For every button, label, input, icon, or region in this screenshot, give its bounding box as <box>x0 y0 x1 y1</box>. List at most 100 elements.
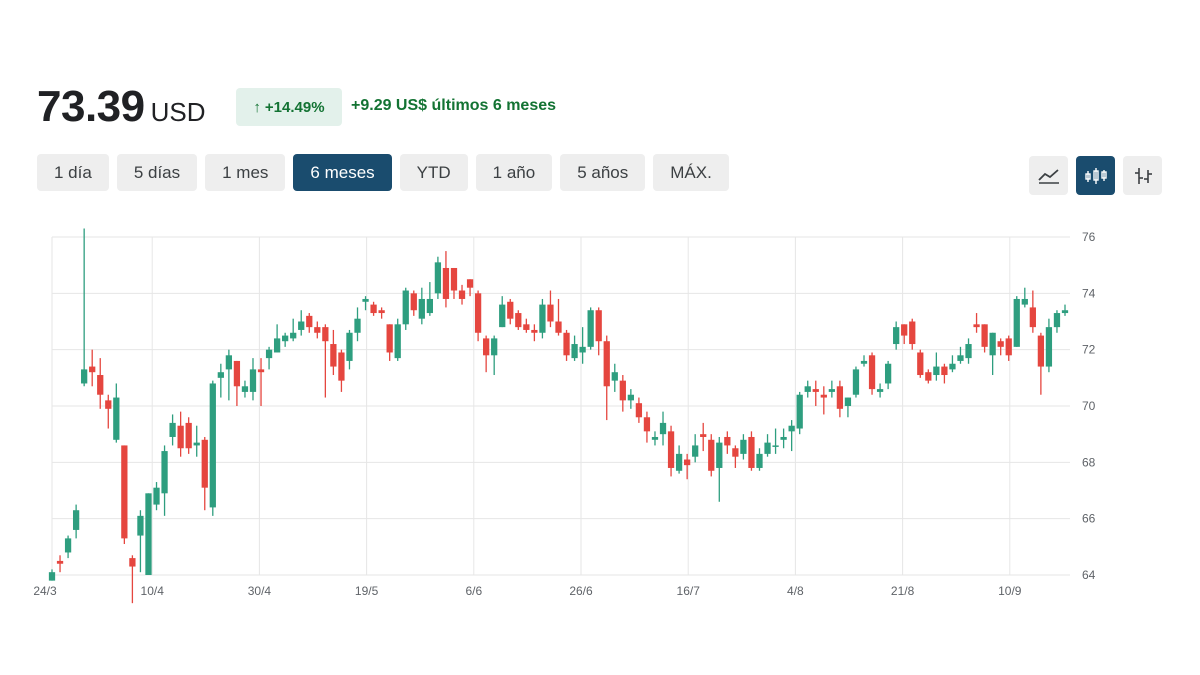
candle-down[interactable] <box>555 298 562 336</box>
candle-down[interactable] <box>901 324 908 345</box>
candle-up[interactable] <box>675 445 683 474</box>
candle-up[interactable] <box>1053 310 1061 333</box>
candle-down[interactable] <box>474 290 482 342</box>
candle-down[interactable] <box>410 290 417 316</box>
candle-up[interactable] <box>402 287 409 330</box>
candle-up[interactable] <box>72 504 80 539</box>
candle-up[interactable] <box>539 298 546 339</box>
candle-down[interactable] <box>314 321 321 339</box>
candle-up[interactable] <box>965 338 972 364</box>
candle-up[interactable] <box>893 321 900 350</box>
candle-up[interactable] <box>756 448 763 471</box>
candle-up[interactable] <box>249 358 257 401</box>
candle-up[interactable] <box>933 352 940 381</box>
candle-up[interactable] <box>418 287 425 325</box>
candle-down[interactable] <box>458 284 466 305</box>
ohlc-bar-chart-button[interactable] <box>1123 156 1162 195</box>
candle-up[interactable] <box>788 420 795 452</box>
candle-up[interactable] <box>282 332 289 347</box>
candle-down[interactable] <box>868 352 876 395</box>
range-6-months-button[interactable]: 6 meses <box>293 154 392 191</box>
candle-down[interactable] <box>997 338 1004 356</box>
candle-down[interactable] <box>121 445 128 545</box>
candlestick-chart[interactable]: 64 66 68 70 72 74 76 24/3 10/4 30/4 19/5 6/6 26/6 16/… <box>0 220 1200 620</box>
candle-down[interactable] <box>97 358 104 409</box>
candle-down[interactable] <box>700 422 707 452</box>
candle-down[interactable] <box>370 301 377 316</box>
candle-down[interactable] <box>1029 290 1036 333</box>
range-ytd-button[interactable]: YTD <box>399 154 468 191</box>
candle-up[interactable] <box>860 355 868 367</box>
candle-down[interactable] <box>338 349 345 392</box>
candle-up[interactable] <box>1061 304 1069 316</box>
candle-up[interactable] <box>716 436 723 502</box>
candle-up[interactable] <box>434 256 442 299</box>
candle-down[interactable] <box>185 417 192 454</box>
candle-up[interactable] <box>587 307 594 350</box>
candle-down[interactable] <box>820 386 827 415</box>
candle-down[interactable] <box>981 324 988 353</box>
candle-up[interactable] <box>137 510 144 573</box>
candle-down[interactable] <box>683 453 691 480</box>
candle-up[interactable] <box>884 360 892 390</box>
candle-up[interactable] <box>426 282 434 316</box>
candle-down[interactable] <box>105 394 112 429</box>
range-5-days-button[interactable]: 5 días <box>116 154 198 191</box>
candle-down[interactable] <box>748 431 755 471</box>
candle-down[interactable] <box>330 329 337 376</box>
candle-up[interactable] <box>796 391 803 435</box>
candle-down[interactable] <box>386 324 393 361</box>
candle-down[interactable] <box>531 324 538 342</box>
candle-up[interactable] <box>764 434 771 457</box>
candle-up[interactable] <box>804 380 811 398</box>
candle-up[interactable] <box>169 414 176 446</box>
line-chart-button[interactable] <box>1029 156 1068 195</box>
candle-down[interactable] <box>201 436 208 511</box>
candle-up[interactable] <box>651 431 659 446</box>
range-5-years-button[interactable]: 5 años <box>560 154 646 191</box>
candle-down[interactable] <box>547 290 554 328</box>
candle-up[interactable] <box>499 296 506 328</box>
candle-down[interactable] <box>233 360 241 406</box>
candle-up[interactable] <box>692 434 699 463</box>
range-1-year-button[interactable]: 1 año <box>475 154 553 191</box>
candle-up[interactable] <box>957 346 964 364</box>
range-max-button[interactable]: MÁX. <box>653 154 729 191</box>
candle-down[interactable] <box>619 375 626 412</box>
candle-down[interactable] <box>89 349 96 387</box>
candle-up[interactable] <box>828 380 835 398</box>
candle-down[interactable] <box>1005 335 1012 361</box>
candle-down[interactable] <box>523 318 530 333</box>
candle-up[interactable] <box>949 355 956 373</box>
candle-up[interactable] <box>354 307 361 342</box>
candle-up[interactable] <box>265 346 273 370</box>
candle-down[interactable] <box>909 318 916 350</box>
range-1-month-button[interactable]: 1 mes <box>205 154 286 191</box>
candle-up[interactable] <box>298 310 305 336</box>
candle-up[interactable] <box>659 411 667 446</box>
candle-up[interactable] <box>193 425 200 457</box>
candle-down[interactable] <box>257 358 265 406</box>
candle-down[interactable] <box>941 363 948 384</box>
candle-down[interactable] <box>129 555 136 604</box>
candle-up[interactable] <box>362 296 369 311</box>
candle-up[interactable] <box>627 389 634 409</box>
candle-up[interactable] <box>571 335 578 361</box>
candle-down[interactable] <box>515 310 522 330</box>
candle-up[interactable] <box>113 383 120 443</box>
candle-up[interactable] <box>48 569 56 581</box>
candle-up[interactable] <box>290 318 297 342</box>
candle-down[interactable] <box>450 267 458 299</box>
candle-down[interactable] <box>466 279 474 297</box>
candle-down[interactable] <box>708 434 715 477</box>
candle-up[interactable] <box>241 380 249 398</box>
candle-up[interactable] <box>876 383 884 398</box>
candle-up[interactable] <box>772 428 779 454</box>
candlestick-chart-button[interactable] <box>1076 156 1115 195</box>
candle-up[interactable] <box>611 363 618 392</box>
candle-up[interactable] <box>225 349 233 401</box>
candle-down[interactable] <box>306 313 313 333</box>
candle-up[interactable] <box>1013 296 1020 347</box>
candle-down[interactable] <box>563 329 570 361</box>
candle-down[interactable] <box>56 555 64 573</box>
